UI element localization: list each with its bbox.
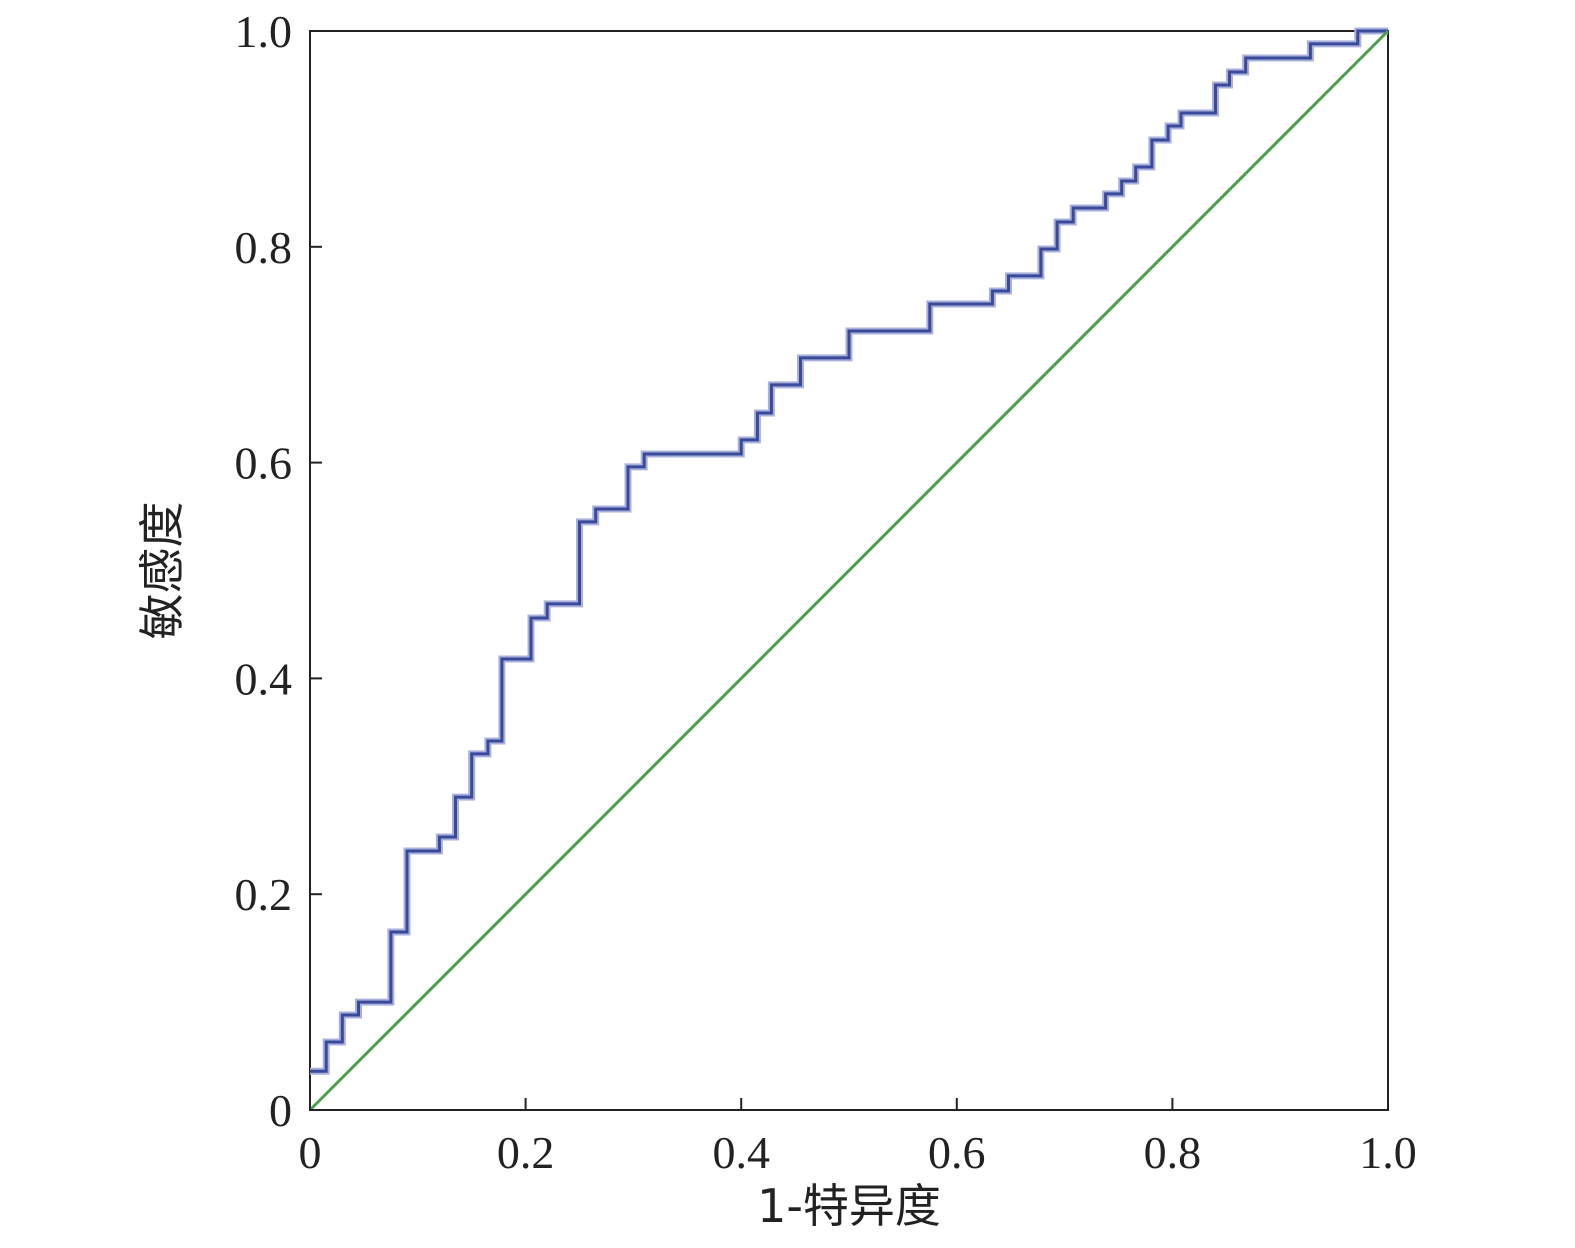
x-axis-title: 1-特异度 — [757, 1179, 941, 1233]
y-tick-label: 0.4 — [235, 653, 293, 704]
y-tick-label: 1.0 — [235, 6, 293, 57]
y-tick-label: 0.6 — [235, 438, 293, 489]
y-tick-label: 0.8 — [235, 222, 293, 273]
x-tick-label: 0.8 — [1144, 1127, 1202, 1178]
x-tick-label: 0.4 — [712, 1127, 770, 1178]
x-tick-label: 0.2 — [497, 1127, 555, 1178]
y-axis-title: 敏感度 — [135, 502, 189, 640]
reference-diagonal-line — [308, 29, 1390, 1112]
x-tick-label: 0 — [299, 1127, 322, 1178]
y-tick-label: 0 — [269, 1085, 292, 1136]
x-tick-label: 0.6 — [928, 1127, 986, 1178]
roc-curve-line — [310, 29, 1388, 1073]
plot-frame — [309, 30, 1389, 1111]
x-tick-label: 1.0 — [1359, 1127, 1417, 1178]
roc-curve-halo — [310, 27, 1388, 1075]
y-tick-label: 0.2 — [235, 869, 293, 920]
